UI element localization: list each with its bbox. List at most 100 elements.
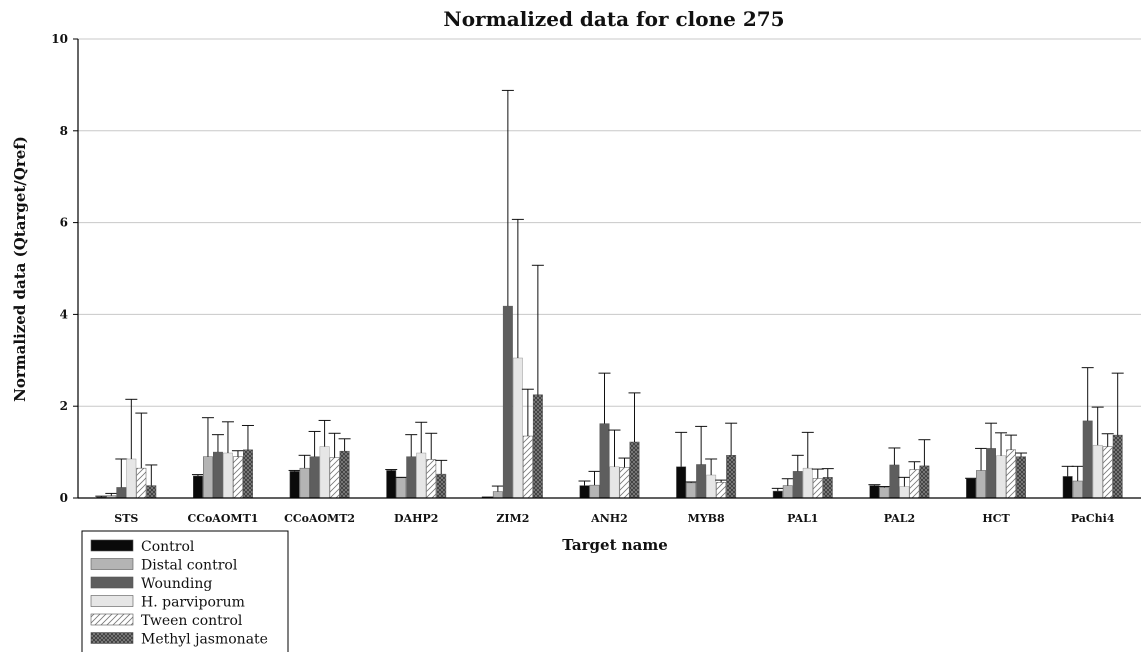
bar	[396, 477, 407, 499]
bar	[966, 478, 976, 499]
bar	[909, 469, 920, 499]
bar	[976, 470, 986, 499]
x-tick-label: CCoAOMT2	[284, 512, 355, 525]
bar	[522, 435, 533, 499]
bar	[146, 485, 157, 499]
legend-label: H. parviporum	[141, 595, 245, 611]
legend: Control Distal control Wounding H. parvipor…	[81, 530, 289, 657]
bar	[589, 484, 600, 499]
bar	[782, 485, 793, 499]
bar	[299, 467, 310, 499]
legend-swatch	[90, 595, 134, 607]
y-tick-label: 4	[60, 307, 68, 321]
y-tick-label: 8	[60, 124, 68, 138]
bar	[502, 305, 513, 499]
legend-swatch	[90, 539, 134, 552]
bar	[812, 478, 823, 499]
legend-swatch	[90, 576, 134, 589]
grid-lines	[78, 38, 1141, 407]
bar	[339, 450, 350, 499]
bar	[492, 491, 503, 499]
legend-swatch	[90, 558, 134, 570]
bar	[116, 487, 127, 499]
bar	[193, 475, 203, 499]
bar	[426, 459, 437, 499]
bar	[1092, 444, 1103, 499]
bar	[309, 456, 320, 499]
legend-label: Tween control	[141, 613, 243, 629]
y-tick-label: 2	[60, 399, 68, 413]
bar	[243, 449, 253, 499]
bar	[512, 357, 523, 499]
bar	[1072, 480, 1083, 499]
bar	[676, 466, 687, 499]
x-tick-label: ANH2	[590, 512, 628, 525]
x-tick-label: MYB8	[688, 512, 725, 525]
bar	[213, 451, 223, 499]
legend-label: Control	[141, 539, 195, 555]
bar	[629, 441, 640, 499]
y-axis-label: Normalized data (Qtarget/Qref)	[11, 136, 29, 402]
bar	[899, 486, 910, 499]
bar	[986, 448, 996, 499]
legend-swatch	[90, 632, 134, 644]
bar	[223, 452, 233, 499]
chart-title: Normalized data for clone 275	[443, 7, 784, 31]
bar	[619, 466, 630, 499]
bar	[406, 456, 417, 499]
bar	[126, 458, 137, 499]
x-axis-label: Target name	[562, 536, 668, 554]
legend-swatch	[90, 613, 134, 626]
bar	[869, 485, 880, 499]
bar	[532, 394, 543, 499]
bar	[686, 482, 697, 499]
bar	[329, 457, 340, 499]
bar	[716, 482, 727, 499]
bar	[599, 423, 610, 499]
bar	[1112, 434, 1123, 499]
y-tick-label: 6	[60, 216, 68, 230]
axes: 0 2 4 6 8 10 STS CCoAOMT1 CCoAOMT2 DAHP2 ZIM2 ANH2 M…	[51, 32, 1141, 525]
bar	[1082, 420, 1093, 499]
legend-label: Distal control	[141, 558, 238, 574]
bars	[95, 89, 1124, 499]
bar	[889, 464, 900, 499]
bar	[416, 452, 427, 499]
bar	[319, 446, 330, 499]
bar	[1062, 476, 1073, 499]
bar	[772, 490, 783, 499]
bar	[136, 467, 147, 499]
x-tick-label: DAHP2	[394, 512, 438, 525]
x-tick-label: ZIM2	[496, 512, 529, 525]
bar	[203, 456, 213, 499]
legend-label: Wounding	[141, 576, 212, 592]
bar	[1016, 456, 1026, 499]
bar	[802, 467, 813, 499]
bar	[579, 485, 590, 499]
bar	[919, 465, 930, 499]
bar	[696, 464, 707, 499]
x-tick-label: PAL1	[787, 512, 818, 525]
bar	[996, 455, 1006, 499]
bar	[792, 471, 803, 499]
bar	[706, 474, 717, 499]
x-tick-label: PaChi4	[1071, 512, 1115, 525]
x-tick-label: STS	[114, 512, 138, 525]
y-tick-label: 0	[60, 491, 68, 505]
bar	[289, 471, 300, 499]
bar	[879, 487, 890, 499]
bar	[1006, 449, 1016, 499]
bar	[609, 466, 620, 499]
bar	[386, 470, 397, 499]
y-tick-label: 10	[51, 32, 68, 46]
bar	[233, 456, 243, 499]
x-tick-label: CCoAOMT1	[187, 512, 258, 525]
bar	[726, 455, 737, 499]
legend-label: Methyl jasmonate	[141, 632, 268, 648]
bar	[436, 473, 447, 499]
x-tick-label: HCT	[982, 512, 1010, 525]
bar	[822, 477, 833, 499]
bar	[1102, 446, 1113, 499]
